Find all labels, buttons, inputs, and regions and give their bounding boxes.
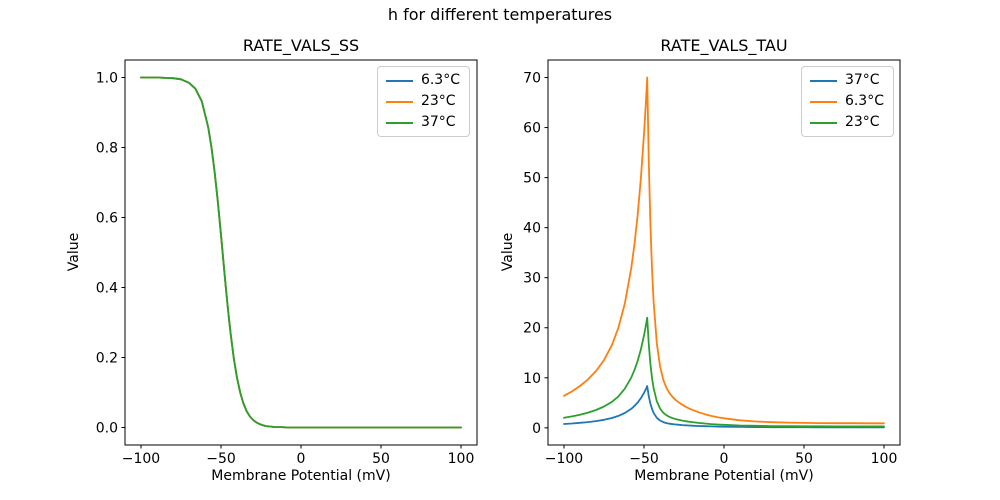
legend-entry: 23°C bbox=[385, 93, 460, 110]
legend-line-swatch bbox=[809, 121, 837, 124]
x-axis-label-tau: Membrane Potential (mV) bbox=[634, 468, 814, 484]
x-tick-label: 100 bbox=[448, 451, 475, 467]
legend-entry: 6.3°C bbox=[385, 72, 460, 89]
legend-entry: 37°C bbox=[385, 114, 460, 131]
axes-frame bbox=[124, 59, 478, 446]
x-tick-label: −100 bbox=[122, 451, 160, 467]
y-tick-label: 0.6 bbox=[96, 211, 118, 227]
y-tick-label: 70 bbox=[523, 71, 541, 87]
y-axis-label-tau: Value bbox=[500, 232, 516, 272]
legend-entry: 6.3°C bbox=[809, 93, 884, 110]
figure-title: h for different temperatures bbox=[387, 5, 613, 24]
subplot-ss: −100 −50 0 50 100 0.0 0.2 0.4 0.6 0.8 1.0 bbox=[96, 59, 478, 467]
subplot-title-tau: RATE_VALS_TAU bbox=[660, 36, 788, 55]
legend-tau: 37°C 6.3°C 23°C bbox=[800, 66, 894, 137]
legend-entry-label: 6.3°C bbox=[420, 72, 460, 88]
x-tick-label: −100 bbox=[545, 451, 583, 467]
subplot-title-ss: RATE_VALS_SS bbox=[242, 36, 360, 55]
series-line-2 bbox=[140, 76, 462, 429]
x-tick-label: −50 bbox=[629, 451, 659, 467]
y-tick-label: 40 bbox=[523, 221, 541, 237]
x-tick-label: 100 bbox=[871, 451, 898, 467]
x-tick-label: −50 bbox=[206, 451, 236, 467]
y-tick-label: 1.0 bbox=[96, 71, 118, 87]
legend-line-swatch bbox=[385, 79, 413, 82]
legend-line-swatch bbox=[385, 100, 413, 103]
legend-entry: 37°C bbox=[809, 72, 884, 89]
x-tick-label: 50 bbox=[372, 451, 390, 467]
y-axis-label-ss: Value bbox=[66, 232, 82, 272]
series-line-2 bbox=[563, 316, 885, 428]
y-tick-label: 50 bbox=[523, 171, 541, 187]
legend-line-swatch bbox=[809, 79, 837, 82]
legend-entry-label: 23°C bbox=[844, 114, 880, 130]
legend-entry: 23°C bbox=[809, 114, 884, 131]
y-tick-label: 30 bbox=[523, 271, 541, 287]
x-tick-label: 0 bbox=[297, 451, 306, 467]
legend-line-swatch bbox=[809, 100, 837, 103]
legend-entry-label: 37°C bbox=[420, 114, 456, 130]
series-line-1 bbox=[563, 76, 885, 425]
y-tick-label: 0 bbox=[532, 421, 541, 437]
y-tick-label: 0.2 bbox=[96, 351, 118, 367]
legend-entry-label: 37°C bbox=[844, 72, 880, 88]
y-tick-label: 60 bbox=[523, 121, 541, 137]
x-tick-label: 50 bbox=[795, 451, 813, 467]
y-tick-label: 0.4 bbox=[96, 281, 118, 297]
series-line-0 bbox=[563, 385, 885, 429]
x-tick-label: 0 bbox=[720, 451, 729, 467]
y-tick-label: 0.0 bbox=[96, 421, 118, 437]
legend-ss: 6.3°C 23°C 37°C bbox=[376, 66, 470, 137]
subplot-tau: −100 −50 0 50 100 0 10 20 30 40 50 60 70 bbox=[523, 59, 901, 467]
legend-entry-label: 6.3°C bbox=[844, 93, 884, 109]
y-tick-label: 10 bbox=[523, 371, 541, 387]
legend-line-swatch bbox=[385, 121, 413, 124]
legend-entry-label: 23°C bbox=[420, 93, 456, 109]
axes-frame bbox=[547, 59, 901, 446]
y-tick-label: 0.8 bbox=[96, 141, 118, 157]
x-axis-label-ss: Membrane Potential (mV) bbox=[211, 468, 391, 484]
y-tick-label: 20 bbox=[523, 321, 541, 337]
